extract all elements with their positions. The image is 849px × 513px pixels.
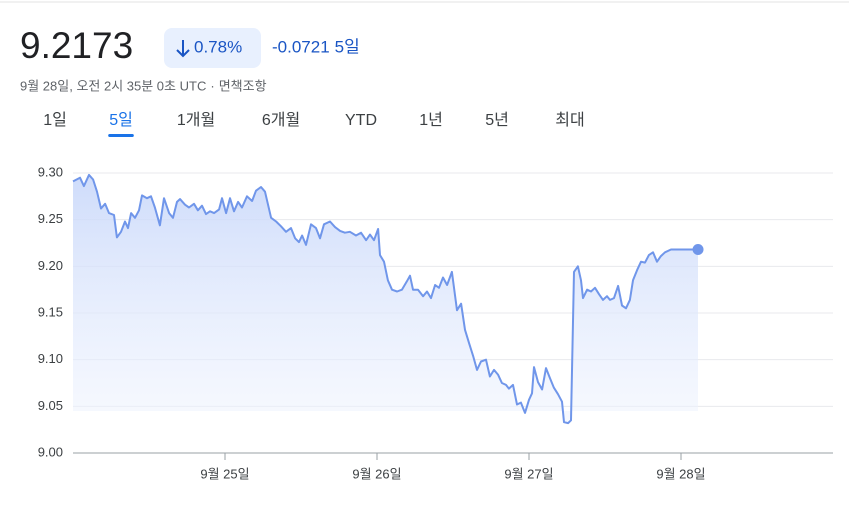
range-tab[interactable]: 1일 [43,111,67,129]
price: 9.2173 [20,25,133,66]
change-percent: 0.78% [194,37,242,56]
y-tick-label: 9.05 [38,398,63,413]
down-arrow-icon [176,40,190,58]
y-tick-label: 9.20 [38,258,63,273]
y-tick-label: 9.15 [38,304,63,319]
x-tick-label: 9월 26일 [352,466,401,481]
range-tab[interactable]: 5일 [109,111,133,129]
range-tab[interactable]: 1년 [419,111,443,129]
active-tab-underline [108,134,134,137]
range-tab[interactable]: 6개월 [262,111,300,129]
change-pill [164,28,261,68]
range-tab[interactable]: 5년 [485,111,509,129]
x-tick-label: 9월 25일 [200,466,249,481]
range-tab[interactable]: 최대 [555,111,584,129]
disclaimer-link[interactable]: 면책조항 [219,78,267,93]
x-tick-label: 9월 27일 [504,466,553,481]
y-tick-label: 9.10 [38,351,63,366]
range-tab[interactable]: 1개월 [177,111,215,129]
x-tick-label: 9월 28일 [656,466,705,481]
range-tabs: 1일 5일 1개월 6개월 YTD 1년 5년 최대 [43,111,585,137]
last-point [692,244,704,256]
chart: 9.00 9.05 9.10 9.15 9.20 9.25 9.30 9월 25일 9월 26일… [38,164,833,481]
price-line [72,173,698,425]
y-tick-label: 9.25 [38,211,63,226]
timestamp: 9월 28일, 오전 2시 35분 0초 UTC [20,78,206,93]
change-value: -0.0721 [272,37,330,56]
range-tab[interactable]: YTD [345,112,377,129]
separator: · [210,78,214,93]
y-tick-label: 9.00 [38,444,63,459]
y-tick-label: 9.30 [38,164,63,179]
price-area [73,174,698,424]
change-period: 5일 [335,37,360,56]
